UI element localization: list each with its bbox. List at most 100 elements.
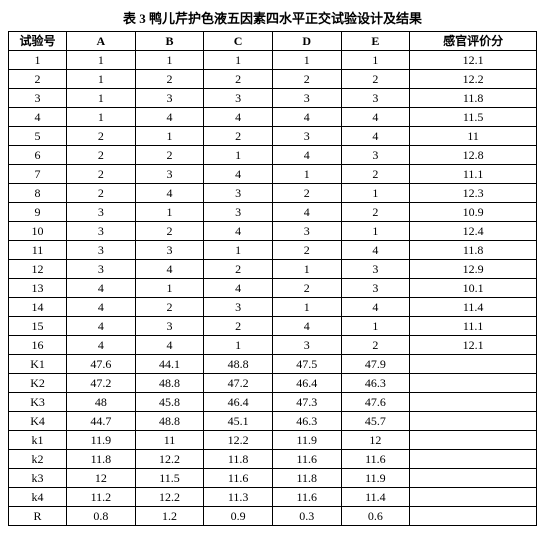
table-cell: 48.8 bbox=[204, 355, 273, 374]
table-cell: 3 bbox=[67, 241, 136, 260]
table-cell: 11.2 bbox=[67, 488, 136, 507]
table-cell: 4 bbox=[341, 108, 410, 127]
table-cell: 12.1 bbox=[410, 336, 537, 355]
table-cell: 2 bbox=[135, 298, 204, 317]
table-cell: 11 bbox=[135, 431, 204, 450]
table-cell: 5 bbox=[9, 127, 67, 146]
table-cell: 2 bbox=[341, 70, 410, 89]
table-cell: 0.9 bbox=[204, 507, 273, 526]
table-cell: 46.4 bbox=[272, 374, 341, 393]
table-cell bbox=[410, 431, 537, 450]
table-cell: 2 bbox=[9, 70, 67, 89]
table-cell: 11.8 bbox=[410, 89, 537, 108]
table-cell: 1 bbox=[204, 146, 273, 165]
table-cell: 1 bbox=[67, 89, 136, 108]
table-cell: 12 bbox=[67, 469, 136, 488]
table-row: k411.212.211.311.611.4 bbox=[9, 488, 537, 507]
table-cell: k4 bbox=[9, 488, 67, 507]
table-row: k211.812.211.811.611.6 bbox=[9, 450, 537, 469]
table-row: k111.91112.211.912 bbox=[9, 431, 537, 450]
table-cell: 4 bbox=[204, 108, 273, 127]
table-cell bbox=[410, 355, 537, 374]
table-cell: 47.2 bbox=[67, 374, 136, 393]
table-cell: 46.4 bbox=[204, 393, 273, 412]
table-cell: 15 bbox=[9, 317, 67, 336]
table-cell: 45.7 bbox=[341, 412, 410, 431]
table-cell: 1 bbox=[272, 51, 341, 70]
table-cell: k1 bbox=[9, 431, 67, 450]
table-row: 113312411.8 bbox=[9, 241, 537, 260]
table-header-row: 试验号ABCDE感官评价分 bbox=[9, 32, 537, 51]
table-cell: 3 bbox=[204, 203, 273, 222]
table-cell: 46.3 bbox=[272, 412, 341, 431]
table-cell: 10.1 bbox=[410, 279, 537, 298]
table-cell: 2 bbox=[272, 184, 341, 203]
table-row: K34845.846.447.347.6 bbox=[9, 393, 537, 412]
table-cell: 3 bbox=[272, 336, 341, 355]
table-cell: K4 bbox=[9, 412, 67, 431]
col-header: B bbox=[135, 32, 204, 51]
table-cell: 4 bbox=[9, 108, 67, 127]
table-cell: 44.1 bbox=[135, 355, 204, 374]
table-cell: 13 bbox=[9, 279, 67, 298]
table-cell: 11.8 bbox=[272, 469, 341, 488]
table-cell: 48 bbox=[67, 393, 136, 412]
table-cell: 2 bbox=[272, 241, 341, 260]
table-cell: 1 bbox=[272, 298, 341, 317]
table-cell: 12 bbox=[9, 260, 67, 279]
table-cell: 8 bbox=[9, 184, 67, 203]
col-header: A bbox=[67, 32, 136, 51]
table-cell: 2 bbox=[204, 127, 273, 146]
table-row: 93134210.9 bbox=[9, 203, 537, 222]
table-cell: 4 bbox=[67, 336, 136, 355]
table-cell: 1 bbox=[135, 51, 204, 70]
table-cell: 11.6 bbox=[204, 469, 273, 488]
table-cell: 4 bbox=[204, 165, 273, 184]
table-cell: 4 bbox=[272, 146, 341, 165]
table-cell: 12.3 bbox=[410, 184, 537, 203]
table-cell: 1 bbox=[135, 127, 204, 146]
table-cell: 4 bbox=[67, 317, 136, 336]
table-cell: 12.9 bbox=[410, 260, 537, 279]
table-cell: k2 bbox=[9, 450, 67, 469]
table-cell: 11.8 bbox=[410, 241, 537, 260]
table-cell: 47.5 bbox=[272, 355, 341, 374]
table-cell: 1 bbox=[135, 203, 204, 222]
table-cell: 1 bbox=[341, 184, 410, 203]
table-cell: 47.3 bbox=[272, 393, 341, 412]
table-cell: 0.6 bbox=[341, 507, 410, 526]
table-cell: 4 bbox=[204, 222, 273, 241]
table-cell: 11.1 bbox=[410, 165, 537, 184]
table-cell: 4 bbox=[341, 298, 410, 317]
table-cell: 11.5 bbox=[410, 108, 537, 127]
table-cell: 1 bbox=[272, 260, 341, 279]
table-cell: 4 bbox=[135, 336, 204, 355]
table-cell: 1 bbox=[67, 51, 136, 70]
table-cell: 11.6 bbox=[272, 488, 341, 507]
table-cell: 2 bbox=[272, 70, 341, 89]
table-cell: 6 bbox=[9, 146, 67, 165]
table-cell: 10.9 bbox=[410, 203, 537, 222]
table-cell: 2 bbox=[341, 165, 410, 184]
table-cell: 2 bbox=[67, 165, 136, 184]
table-cell bbox=[410, 393, 537, 412]
table-cell: 3 bbox=[341, 146, 410, 165]
table-cell: 12.2 bbox=[204, 431, 273, 450]
table-cell: 11.6 bbox=[272, 450, 341, 469]
table-cell: 3 bbox=[135, 89, 204, 108]
table-cell: R bbox=[9, 507, 67, 526]
table-row: 154324111.1 bbox=[9, 317, 537, 336]
table-row: 41444411.5 bbox=[9, 108, 537, 127]
table-row: 123421312.9 bbox=[9, 260, 537, 279]
table-cell: 2 bbox=[135, 70, 204, 89]
table-cell: 11.3 bbox=[204, 488, 273, 507]
table-cell: 3 bbox=[135, 241, 204, 260]
table-cell: 1 bbox=[67, 70, 136, 89]
table-cell: 1 bbox=[341, 51, 410, 70]
table-cell: 11 bbox=[410, 127, 537, 146]
table-row: 72341211.1 bbox=[9, 165, 537, 184]
table-cell: 12 bbox=[341, 431, 410, 450]
table-cell: 0.8 bbox=[67, 507, 136, 526]
orthogonal-table: 试验号ABCDE感官评价分 11111112.121222212.2313333… bbox=[8, 31, 537, 526]
col-header: E bbox=[341, 32, 410, 51]
